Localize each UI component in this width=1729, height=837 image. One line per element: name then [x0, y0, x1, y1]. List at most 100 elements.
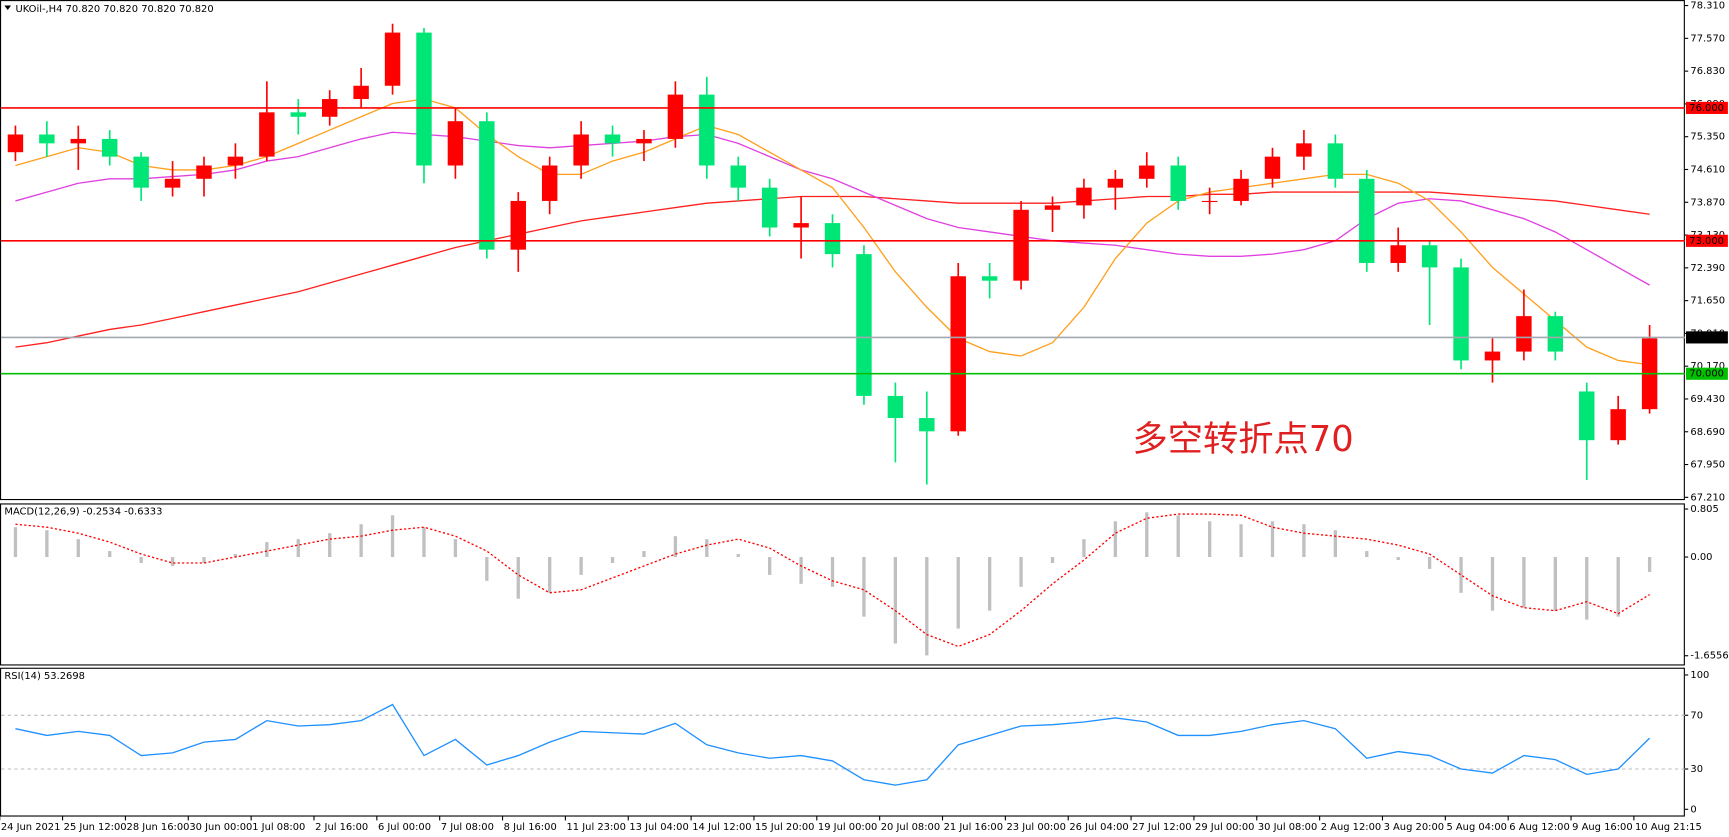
candle-body [227, 156, 244, 166]
x-tick-label: 27 Jul 12:00 [1132, 822, 1191, 833]
x-tick-label: 14 Jul 12:00 [692, 822, 751, 833]
candle-body [604, 134, 621, 144]
candle-body [7, 134, 24, 153]
macd-bar [1427, 557, 1432, 569]
rsi-title: RSI(14) 53.2698 [4, 671, 85, 682]
x-tick-label: 25 Jun 12:00 [64, 822, 127, 833]
macd-bar [830, 557, 835, 587]
macd-bar [1522, 557, 1526, 608]
y-tick-label: 73.870 [1690, 197, 1725, 208]
candle-body [1264, 156, 1281, 179]
candle-body [1013, 209, 1029, 281]
y-tick-label: 77.570 [1690, 33, 1725, 44]
y-tick-label: 75.350 [1690, 132, 1725, 143]
y-tick-label: 70 [1690, 710, 1703, 721]
y-tick-label: 100 [1690, 670, 1709, 681]
candle-body [1421, 245, 1438, 268]
candle-body [39, 134, 55, 144]
level-label-box [1685, 234, 1728, 247]
macd-bar [108, 551, 112, 558]
candle-body [887, 395, 904, 419]
x-tick-label: 1 Jul 08:00 [252, 822, 305, 833]
candle-body [1107, 178, 1124, 188]
macd-bar [139, 557, 143, 563]
x-tick-label: 3 Aug 20:00 [1384, 822, 1445, 833]
macd-bar [610, 557, 615, 563]
candle-body [981, 276, 998, 281]
x-tick-label: 29 Jul 00:00 [1195, 822, 1254, 833]
x-tick-label: 30 Jun 00:00 [189, 822, 252, 833]
candle-body [416, 32, 432, 166]
macd-bar [768, 557, 772, 575]
x-tick-label: 26 Jul 04:00 [1069, 822, 1128, 833]
x-tick-label: 5 Aug 04:00 [1446, 822, 1507, 833]
candle-body [1453, 267, 1469, 361]
indicator-line [15, 98, 1650, 366]
candle-body [793, 223, 809, 228]
candle-body [1579, 391, 1595, 441]
candle-body [259, 112, 275, 157]
candle-body [290, 112, 306, 117]
y-tick-label: 72.390 [1690, 263, 1725, 274]
candle-body [856, 254, 872, 396]
candle-body [1359, 178, 1375, 263]
x-tick-label: 11 Jul 23:00 [567, 822, 626, 833]
x-tick-label: 7 Jul 08:00 [441, 822, 494, 833]
indicator-line [15, 131, 1650, 286]
x-tick-label: 8 Jul 16:00 [504, 822, 557, 833]
candle-body [761, 187, 778, 228]
x-tick-label: 21 Jul 16:00 [944, 822, 1003, 833]
macd-bar [1082, 539, 1086, 558]
candle-body [1201, 200, 1218, 203]
candle-body [133, 156, 149, 188]
macd-bar [422, 527, 426, 558]
macd-bar [1050, 557, 1055, 563]
y-tick-label: 78.310 [1690, 1, 1725, 12]
macd-bar [1113, 521, 1118, 558]
menu-arrow[interactable] [4, 5, 12, 10]
level-label-box [1685, 367, 1728, 380]
macd-bar [705, 539, 709, 558]
macd-bar [265, 542, 269, 558]
macd-title: MACD(12,26,9) -0.2534 -0.6333 [4, 507, 162, 518]
candle-body [1516, 316, 1532, 352]
candle-body [447, 121, 464, 166]
y-tick-label: 70.170 [1690, 361, 1725, 372]
x-tick-label: 23 Jul 00:00 [1006, 822, 1065, 833]
indicator-line [15, 703, 1651, 786]
candle-body [384, 32, 401, 86]
macd-bar [799, 557, 803, 584]
macd-bar [516, 557, 520, 599]
y-tick-label: 67.210 [1690, 492, 1725, 503]
x-tick-label: 19 Jul 00:00 [818, 822, 877, 833]
macd-bar [1553, 557, 1557, 611]
macd-bar [1333, 530, 1337, 558]
candle-body [667, 94, 684, 139]
macd-bar [233, 554, 238, 558]
candle-body [1139, 165, 1155, 179]
x-tick-label: 9 Aug 16:00 [1572, 822, 1633, 833]
candle-body [1547, 316, 1564, 352]
macd-bar [736, 554, 740, 558]
macd-bar [1490, 557, 1495, 611]
x-tick-label: 13 Jul 04:00 [629, 822, 688, 833]
y-tick-label: 67.950 [1690, 460, 1725, 471]
x-tick-label: 24 Jun 2021 [1, 822, 61, 833]
candle-body [510, 200, 526, 250]
candle-body [950, 276, 966, 432]
macd-bar [202, 557, 206, 563]
macd-bar [1239, 524, 1243, 558]
candle-body [1327, 143, 1344, 179]
annotation: 多空转折点70 [1132, 419, 1353, 460]
candle-body [353, 85, 369, 100]
candle-body [101, 138, 118, 157]
macd-bar [45, 530, 49, 558]
macd-bar [673, 536, 678, 558]
macd-bar [1459, 557, 1463, 593]
price-panel [0, 0, 1685, 501]
y-tick-label: 69.430 [1690, 394, 1725, 405]
candle-body [730, 165, 746, 188]
macd-bar [988, 557, 992, 611]
macd-bar [485, 557, 489, 581]
